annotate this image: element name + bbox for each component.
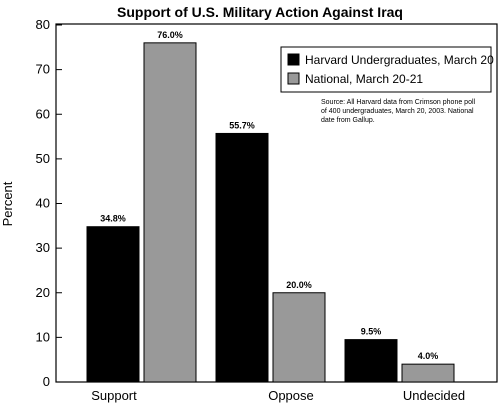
- bar-oppose-harvard: [215, 132, 269, 383]
- y-axis-label: Percent: [0, 181, 15, 226]
- y-tick-label: 10: [36, 329, 50, 344]
- legend-label-harvard: Harvard Undergraduates, March 20: [305, 53, 494, 67]
- y-tick-label: 60: [36, 106, 50, 121]
- source-note: Source: All Harvard data from Crimson ph…: [321, 99, 476, 124]
- y-tick-label: 30: [36, 240, 50, 255]
- data-label: 20.0%: [286, 280, 312, 290]
- data-labels-group: 34.8% 76.0% 55.7% 20.0% 9.5% 4.0%: [100, 30, 438, 361]
- x-tick-label: Support: [91, 388, 137, 403]
- y-tick-label: 80: [36, 17, 50, 32]
- y-tick-label: 20: [36, 285, 50, 300]
- y-tick-label: 50: [36, 151, 50, 166]
- x-axis: Support Oppose Undecided: [91, 388, 465, 403]
- bar-oppose-national: [272, 292, 326, 383]
- x-tick-label: Oppose: [268, 388, 314, 403]
- bars-group: [86, 42, 455, 383]
- bar-undecided-national: [401, 363, 455, 383]
- data-label: 9.5%: [361, 327, 382, 337]
- data-label: 55.7%: [229, 120, 255, 130]
- bar-support-harvard: [86, 226, 140, 383]
- bar-undecided-harvard: [344, 339, 398, 383]
- data-label: 34.8%: [100, 214, 126, 224]
- data-label: 4.0%: [418, 351, 439, 361]
- y-axis: 0 10 20 30 40 50 60 70 80: [36, 17, 62, 389]
- bar-support-national: [143, 42, 197, 383]
- y-tick-label: 0: [43, 374, 50, 389]
- legend-swatch-national: [287, 72, 300, 85]
- legend-label-national: National, March 20-21: [305, 72, 423, 86]
- y-tick-label: 40: [36, 196, 50, 211]
- legend-box: [280, 46, 492, 93]
- legend: Harvard Undergraduates, March 20 Nationa…: [280, 46, 494, 93]
- chart-title: Support of U.S. Military Action Against …: [117, 4, 403, 20]
- source-line-2: of 400 undergraduates, March 20, 2003. N…: [321, 108, 474, 115]
- legend-swatch-harvard: [287, 53, 300, 66]
- source-line-3: date from Gallup.: [321, 117, 375, 124]
- source-line-1: Source: All Harvard data from Crimson ph…: [321, 99, 476, 106]
- x-tick-label: Undecided: [403, 388, 465, 403]
- data-label: 76.0%: [157, 30, 183, 40]
- y-tick-label: 70: [36, 62, 50, 77]
